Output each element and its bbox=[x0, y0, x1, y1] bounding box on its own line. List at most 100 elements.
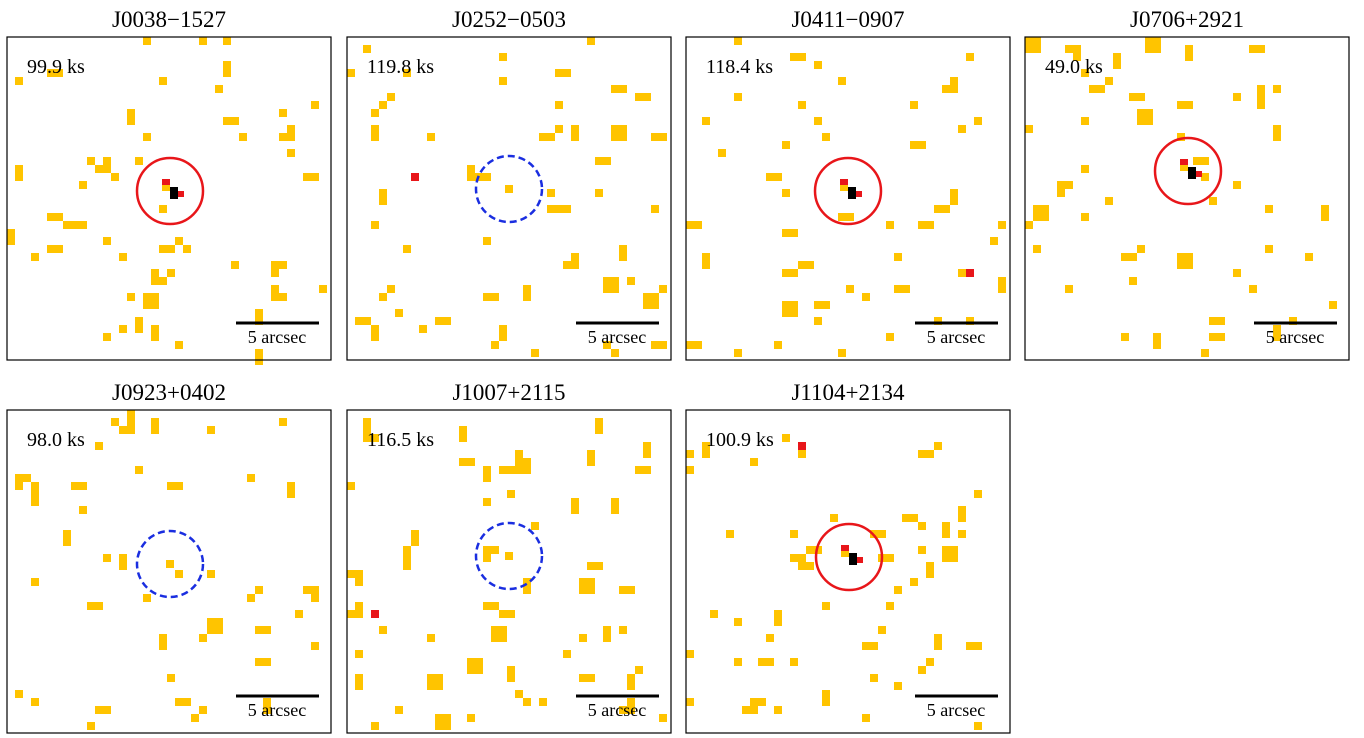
count-pixel bbox=[271, 261, 287, 269]
count-pixel bbox=[838, 349, 846, 357]
count-pixel bbox=[1081, 165, 1089, 173]
panel-frame bbox=[347, 410, 671, 733]
count-pixel bbox=[1177, 101, 1193, 109]
exposure-label: 116.5 ks bbox=[367, 429, 434, 451]
count-pixel bbox=[379, 189, 387, 205]
count-pixel bbox=[151, 418, 159, 434]
exposure-label: 100.9 ks bbox=[706, 429, 774, 451]
count-pixel bbox=[1257, 85, 1265, 101]
panel: 49.0 ks5 arcsec bbox=[1025, 37, 1349, 360]
source-pixel bbox=[505, 552, 513, 560]
count-pixel bbox=[790, 658, 798, 666]
count-pixel bbox=[491, 341, 499, 349]
count-pixel bbox=[31, 698, 39, 706]
count-pixel bbox=[555, 125, 563, 133]
count-pixel bbox=[483, 293, 491, 301]
count-pixel bbox=[539, 698, 547, 706]
count-pixel bbox=[1249, 45, 1265, 53]
count-pixel bbox=[1249, 285, 1257, 293]
exposure-label: 98.0 ks bbox=[27, 429, 85, 451]
count-pixel bbox=[822, 690, 830, 706]
count-pixel bbox=[635, 666, 643, 674]
count-pixel bbox=[287, 149, 295, 157]
count-pixel bbox=[619, 586, 635, 594]
count-pixel bbox=[910, 578, 918, 586]
panel-frame bbox=[7, 37, 331, 360]
count-pixel bbox=[379, 626, 387, 634]
panel-frame bbox=[686, 410, 1010, 733]
panel-frame bbox=[1025, 37, 1349, 360]
count-pixel bbox=[587, 450, 595, 466]
count-pixel bbox=[686, 466, 694, 474]
count-pixel bbox=[427, 674, 443, 690]
count-pixel bbox=[571, 253, 579, 269]
count-pixel bbox=[587, 37, 595, 45]
count-pixel bbox=[15, 77, 23, 85]
count-pixel bbox=[918, 666, 926, 674]
count-pixel bbox=[635, 466, 643, 474]
count-pixel bbox=[742, 706, 758, 714]
count-pixel bbox=[151, 325, 159, 341]
count-pixel bbox=[371, 221, 379, 229]
count-pixel bbox=[766, 173, 782, 181]
count-pixel bbox=[1273, 125, 1281, 141]
count-pixel bbox=[603, 277, 619, 293]
count-pixel bbox=[1265, 245, 1273, 253]
count-pixel bbox=[127, 410, 135, 426]
count-pixel bbox=[371, 125, 379, 141]
count-pixel bbox=[894, 285, 910, 293]
count-pixel bbox=[734, 37, 742, 45]
count-pixel bbox=[1137, 109, 1153, 125]
source-pixel bbox=[1180, 159, 1188, 165]
count-pixel bbox=[571, 498, 579, 506]
count-pixel bbox=[231, 261, 239, 269]
count-pixel bbox=[279, 418, 287, 426]
count-pixel bbox=[467, 165, 475, 181]
count-pixel bbox=[710, 610, 718, 618]
source-pixel bbox=[170, 187, 178, 199]
count-pixel bbox=[151, 277, 167, 285]
count-pixel bbox=[1153, 333, 1161, 341]
count-pixel bbox=[507, 490, 515, 498]
count-pixel bbox=[31, 482, 39, 490]
count-pixel bbox=[806, 546, 822, 554]
count-pixel bbox=[579, 634, 587, 642]
count-pixel bbox=[702, 450, 710, 458]
count-pixel bbox=[790, 530, 798, 538]
count-pixel bbox=[459, 458, 475, 466]
count-pixel bbox=[355, 317, 371, 325]
count-pixel bbox=[798, 101, 806, 109]
count-pixel bbox=[659, 714, 667, 722]
count-pixel bbox=[563, 205, 571, 213]
count-pixel bbox=[651, 133, 667, 141]
count-pixel bbox=[686, 698, 694, 706]
count-pixel bbox=[838, 77, 846, 85]
count-pixel bbox=[1129, 93, 1145, 101]
count-pixel bbox=[782, 141, 790, 149]
count-pixel bbox=[579, 578, 595, 594]
count-pixel bbox=[539, 133, 555, 141]
count-pixel bbox=[411, 173, 419, 181]
count-pixel bbox=[271, 269, 279, 277]
count-pixel bbox=[63, 530, 71, 546]
count-pixel bbox=[355, 674, 363, 682]
count-pixel bbox=[143, 133, 151, 141]
count-pixel bbox=[207, 426, 215, 434]
count-pixel bbox=[958, 530, 966, 538]
count-pixel bbox=[311, 101, 319, 109]
count-pixel bbox=[686, 341, 702, 349]
count-pixel bbox=[627, 674, 635, 690]
count-pixel bbox=[1105, 77, 1113, 85]
count-pixel bbox=[555, 101, 563, 109]
count-pixel bbox=[483, 546, 491, 562]
panel-title: J1104+2134 bbox=[791, 380, 905, 405]
count-pixel bbox=[119, 426, 135, 434]
count-pixel bbox=[87, 602, 103, 610]
count-pixel bbox=[782, 269, 798, 277]
panel-frame bbox=[7, 410, 331, 733]
count-pixel bbox=[271, 285, 279, 293]
count-pixel bbox=[790, 53, 806, 61]
count-pixel bbox=[215, 85, 223, 93]
count-pixel bbox=[87, 722, 95, 730]
count-pixel bbox=[467, 658, 483, 674]
